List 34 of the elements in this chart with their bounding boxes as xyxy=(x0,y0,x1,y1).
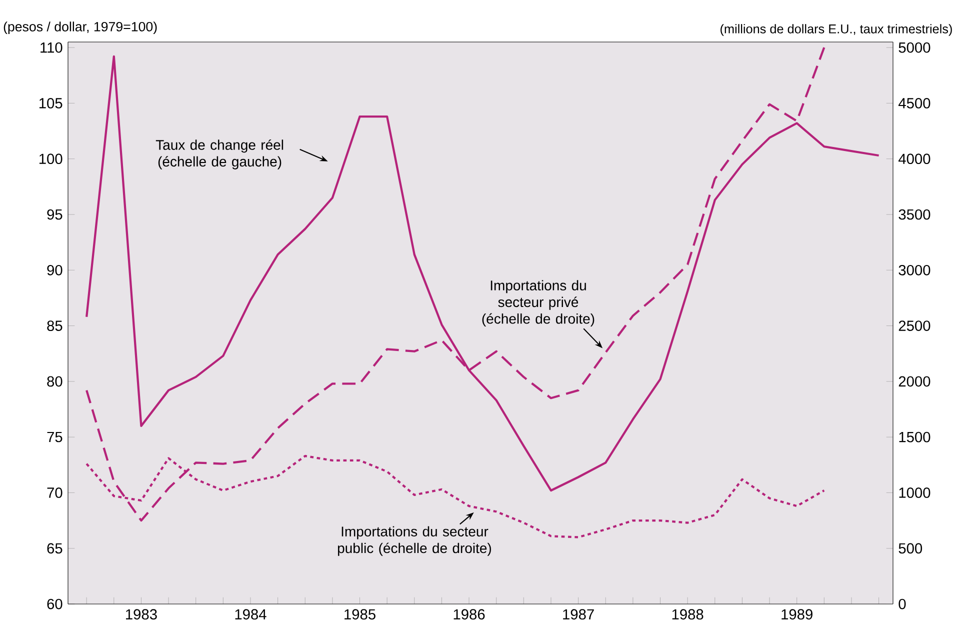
y2-tick-label: 2000 xyxy=(898,376,930,387)
y-tick-label: 65 xyxy=(47,543,62,554)
text: Taux de change réel (échelle de gauche) xyxy=(156,139,284,170)
x-tick-label: 1983 xyxy=(126,609,157,620)
y2-tick-label: 0 xyxy=(898,598,906,610)
x-tick-label: 1988 xyxy=(672,609,704,620)
y-axis-title: (pesos / dollar, 1979=100) xyxy=(4,22,157,34)
y2-axis-title: (millions de dollars E.U., taux trimestriels) xyxy=(720,24,952,36)
y2-tick-label: 4500 xyxy=(898,98,930,108)
y-tick-label: 100 xyxy=(39,154,62,164)
y-tick-label: 70 xyxy=(47,488,62,498)
x-tick-label: 1986 xyxy=(454,609,485,620)
x-tick-label: 1989 xyxy=(782,609,812,620)
y-tick-label: 60 xyxy=(47,598,62,610)
y-tick-label: 95 xyxy=(47,209,62,220)
y2-tick-label: 3000 xyxy=(898,264,930,276)
y2-tick-label: 5000 xyxy=(898,42,930,53)
y-tick-label: 80 xyxy=(47,376,62,387)
y-tick-label: 110 xyxy=(40,42,62,53)
x-tick-label: 1984 xyxy=(235,609,266,620)
x-tick-label: 1985 xyxy=(344,609,376,620)
y2-tick-label: 2500 xyxy=(898,320,930,331)
y-tick-label: 90 xyxy=(47,264,62,276)
y2-tick-label: 1000 xyxy=(899,488,930,498)
series-label: Importations du secteur public (échelle de droite) xyxy=(338,526,492,556)
y2-tick-label: 1500 xyxy=(899,432,930,442)
y2-tick-label: 500 xyxy=(898,543,922,554)
y2-tick-label: 4000 xyxy=(898,154,930,164)
series-label: Importations du secteur privé (échelle de droite) xyxy=(482,280,594,327)
y2-tick-label: 3500 xyxy=(898,209,930,220)
y-tick-label: 85 xyxy=(47,320,62,331)
x-tick-label: 1987 xyxy=(563,609,594,620)
y-tick-label: 75 xyxy=(47,432,62,442)
y-tick-label: 105 xyxy=(39,98,62,108)
